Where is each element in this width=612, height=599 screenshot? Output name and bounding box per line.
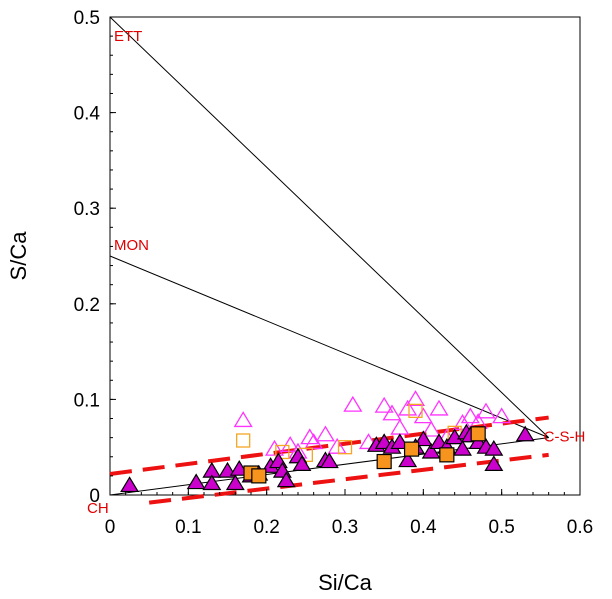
open-triangle-point [315, 425, 335, 442]
filled-triangle-point [292, 455, 312, 472]
open-square-point [337, 440, 353, 455]
x-tick-label: 0.2 [253, 517, 279, 538]
tie-line [109, 255, 549, 439]
filled-triangle-point [398, 451, 418, 468]
annotation-mon: MON [114, 237, 149, 254]
plot-area [109, 16, 581, 496]
open-square-point [236, 433, 251, 448]
open-triangle-point [264, 439, 285, 456]
filled-square-point [403, 441, 420, 457]
y-tick-label: 0.5 [74, 8, 100, 29]
y-axis-title: S/Ca [6, 231, 31, 281]
bound-line [148, 452, 549, 505]
open-triangle-point [421, 420, 441, 437]
filled-triangle-point [453, 439, 472, 456]
open-triangle-point [233, 411, 253, 428]
y-tick-label: 0.4 [74, 104, 101, 125]
open-triangle-point [374, 396, 394, 413]
filled-square-point [376, 453, 392, 470]
filled-triangle-point [186, 473, 206, 490]
x-tick-label: 0 [105, 517, 116, 538]
x-tick-label: 0.5 [488, 517, 514, 538]
x-tick-label: 0.4 [410, 517, 437, 538]
annotation-ch: CH [87, 500, 109, 517]
y-tick-label: 0.3 [74, 199, 100, 220]
filled-square-point [470, 426, 486, 442]
open-triangle-point [492, 407, 512, 424]
annotation-ett: ETT [114, 28, 142, 45]
open-square-point [408, 403, 423, 419]
filled-triangle-point [120, 476, 140, 493]
tie-line [109, 16, 550, 439]
open-triangle-point [413, 407, 433, 424]
open-triangle-point [343, 395, 363, 412]
open-triangle-point [280, 436, 300, 452]
filled-square-point [439, 447, 455, 463]
y-tick-label: 0.2 [74, 295, 100, 316]
filled-triangle-point [319, 452, 339, 469]
filled-triangle-point [421, 442, 441, 459]
x-axis-ticks: 0 0.1 0.2 0.3 0.4 0.5 0.6 [105, 489, 593, 538]
filled-triangle-point [484, 439, 504, 456]
filled-triangle-point [202, 474, 222, 491]
open-triangle-point [300, 428, 320, 445]
open-triangle-point [358, 433, 379, 450]
open-triangle-point [476, 402, 496, 419]
x-axis-title: Si/Ca [318, 570, 373, 595]
x-tick-label: 0.1 [175, 517, 201, 538]
x-tick-label: 0.6 [567, 517, 593, 538]
filled-square-point [251, 468, 267, 484]
open-triangle-point [429, 399, 449, 416]
open-triangle-point [382, 404, 402, 421]
open-triangle-point [398, 399, 418, 416]
filled-triangle-point [515, 425, 535, 442]
data-points [120, 390, 535, 493]
open-triangle-point [327, 437, 347, 454]
open-triangle-point [405, 390, 426, 407]
filled-triangle-point [484, 455, 504, 472]
annotation-c-s-h: C-S-H [544, 429, 586, 446]
filled-triangle-point [225, 474, 245, 491]
open-square-point [275, 444, 290, 460]
filled-triangle-point [276, 471, 296, 488]
y-axis-ticks: 0 0.1 0.2 0.3 0.4 0.5 [74, 8, 116, 507]
y-tick-label: 0 [89, 486, 100, 507]
x-tick-label: 0.3 [332, 517, 358, 538]
y-tick-label: 0.1 [74, 390, 100, 411]
open-triangle-point [460, 407, 480, 424]
annotations: ETT MON C-S-H CH [87, 28, 585, 517]
